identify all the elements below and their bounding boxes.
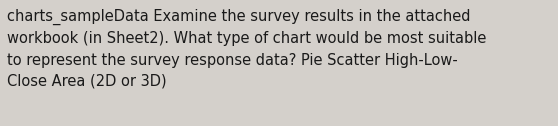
Text: charts_sampleData Examine the survey results in the attached
workbook (in Sheet2: charts_sampleData Examine the survey res… (7, 9, 486, 89)
